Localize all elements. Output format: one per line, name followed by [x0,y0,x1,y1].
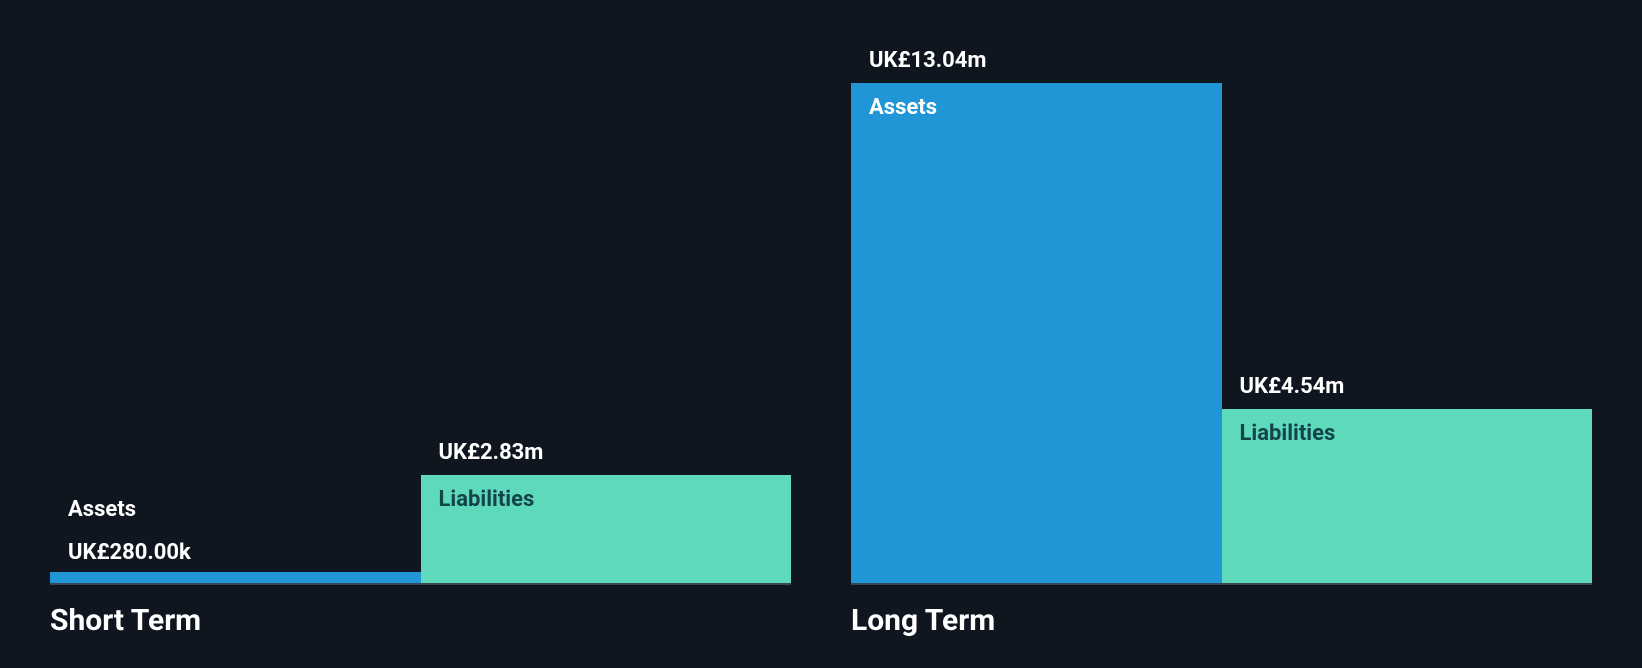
chart-group-short-term: Assets UK£280.00k UK£2.83m Liabilities S… [50,30,791,638]
group-title: Short Term [50,585,791,638]
bar-assets [50,572,421,583]
bar-liabilities: Liabilities [1222,409,1593,583]
short-bar-label-stack: Assets UK£280.00k [68,497,191,583]
bar-value-label: UK£280.00k [68,540,191,565]
bar-category-label: Liabilities [439,487,535,512]
bar-value-label: UK£13.04m [869,48,987,73]
bar-wrap-liabilities: UK£4.54m Liabilities [1222,30,1593,583]
bar-value-label: UK£2.83m [439,440,544,465]
chart-group-long-term: UK£13.04m Assets UK£4.54m Liabilities Lo… [851,30,1592,638]
bar-wrap-assets: UK£13.04m Assets [851,30,1222,583]
bar-assets: Assets [851,83,1222,583]
bar-value-label: UK£4.54m [1240,374,1345,399]
bar-category-label: Liabilities [1240,421,1336,446]
bar-wrap-assets: Assets UK£280.00k [50,30,421,583]
group-title: Long Term [851,585,1592,638]
bar-category-label: Assets [68,497,191,522]
bars-area: Assets UK£280.00k UK£2.83m Liabilities [50,30,791,585]
financial-position-chart: Assets UK£280.00k UK£2.83m Liabilities S… [0,0,1642,668]
bar-liabilities: Liabilities [421,475,792,584]
bar-category-label: Assets [869,95,937,120]
bar-wrap-liabilities: UK£2.83m Liabilities [421,30,792,583]
bars-area: UK£13.04m Assets UK£4.54m Liabilities [851,30,1592,585]
